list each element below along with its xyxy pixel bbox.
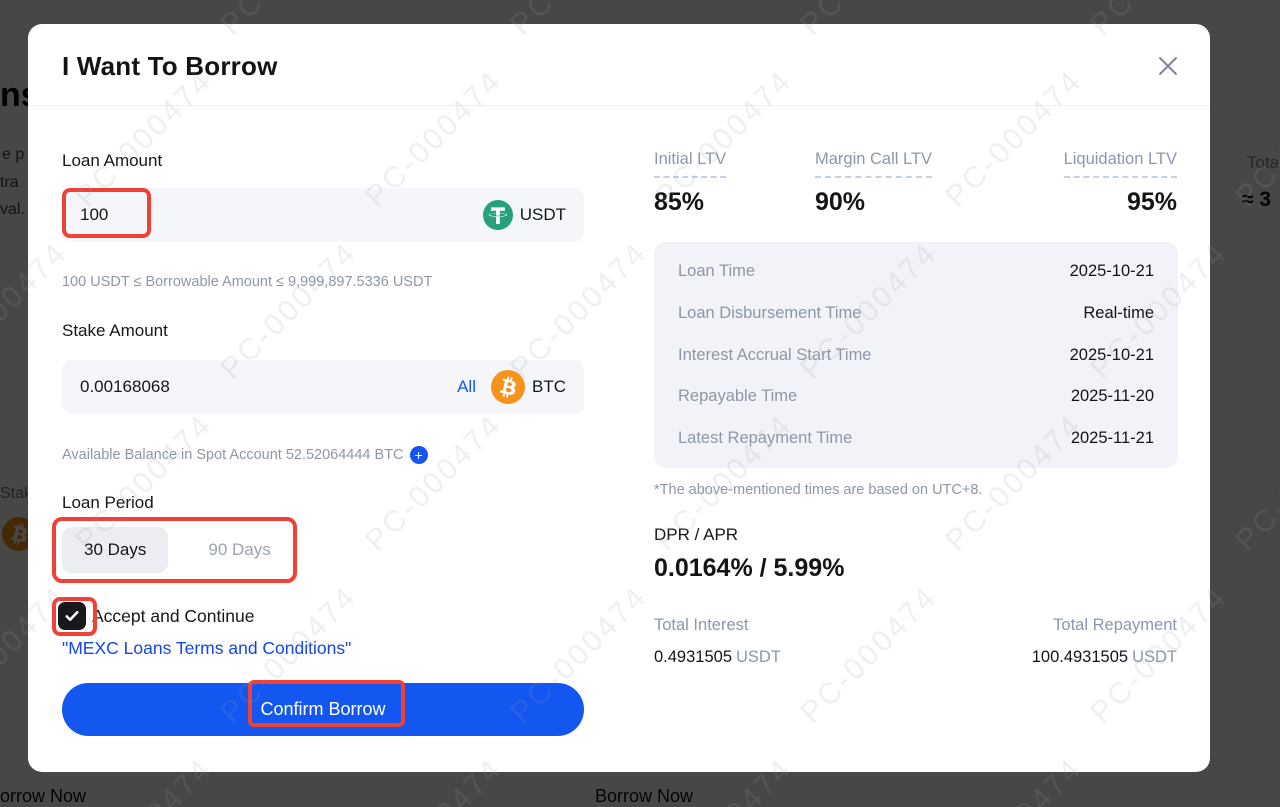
accept-and-continue-label: Accept and Continue: [92, 606, 255, 626]
margin-call-ltv-label: Margin Call LTV: [815, 150, 933, 178]
period-option-30-days[interactable]: 30 Days: [62, 527, 169, 573]
schedule-row-latest-repayment: Latest Repayment Time 2025-11-21: [678, 429, 1154, 448]
margin-call-ltv-value: 90%: [815, 188, 866, 216]
loan-amount-field[interactable]: 100 USDT: [62, 188, 584, 242]
total-repayment-block: Total Repayment 100.4931505 USDT: [654, 616, 1177, 667]
schedule-row-repayable-time: Repayable Time 2025-11-20: [678, 387, 1154, 406]
liquidation-ltv-label: Liquidation LTV: [1063, 150, 1177, 178]
total-repayment-number: 100.4931505: [1031, 648, 1129, 666]
initial-ltv-value: 85%: [654, 188, 705, 216]
loan-amount-currency-selector[interactable]: USDT: [482, 200, 566, 230]
total-repayment-value: 100.4931505 USDT: [654, 648, 1177, 667]
confirm-borrow-button[interactable]: Confirm Borrow: [62, 683, 584, 736]
schedule-value: 2025-10-21: [1069, 345, 1154, 364]
stake-amount-label: Stake Amount: [62, 321, 168, 340]
borrowable-range-helper: 100 USDT ≤ Borrowable Amount ≤ 9,999,897…: [62, 274, 433, 290]
schedule-value: Real-time: [1083, 303, 1154, 322]
bitcoin-icon: [491, 370, 525, 404]
total-interest-label: Total Interest: [654, 616, 749, 634]
liquidation-ltv-value: 95%: [1126, 188, 1177, 216]
total-interest-unit: USDT: [736, 648, 781, 666]
close-icon[interactable]: [1154, 53, 1182, 81]
total-interest-value: 0.4931505 USDT: [654, 648, 781, 667]
schedule-value: 2025-11-21: [1070, 429, 1154, 447]
dpr-apr-value: 0.0164% / 5.99%: [654, 554, 845, 582]
loan-period-label: Loan Period: [62, 493, 154, 512]
loan-schedule-panel: Loan Time 2025-10-21 Loan Disbursement T…: [654, 242, 1178, 468]
modal-title: I Want To Borrow: [62, 51, 278, 81]
schedule-label: Interest Accrual Start Time: [678, 345, 872, 364]
total-repayment-unit: USDT: [1132, 648, 1177, 666]
schedule-label: Loan Time: [678, 262, 756, 280]
schedule-row-interest-accrual: Interest Accrual Start Time 2025-10-21: [678, 346, 1154, 365]
loan-amount-label: Loan Amount: [62, 151, 163, 170]
header-divider: [28, 105, 1210, 106]
initial-ltv-label: Initial LTV: [654, 150, 727, 178]
all-max-button[interactable]: All: [457, 377, 476, 396]
schedule-row-disbursement-time: Loan Disbursement Time Real-time: [678, 304, 1154, 323]
borrow-modal: I Want To Borrow Loan Amount 100 USDT 10…: [28, 24, 1210, 772]
schedule-row-loan-time: Loan Time 2025-10-21: [678, 262, 1154, 281]
period-option-90-days[interactable]: 90 Days: [208, 540, 271, 559]
utc-note: *The above-mentioned times are based on …: [654, 482, 983, 498]
schedule-label: Loan Disbursement Time: [678, 303, 862, 322]
total-interest-number: 0.4931505: [654, 648, 732, 666]
total-repayment-label: Total Repayment: [1053, 616, 1177, 634]
margin-call-ltv-block: Margin Call LTV 90%: [815, 150, 933, 217]
schedule-value: 2025-11-20: [1070, 387, 1154, 406]
dpr-apr-label: DPR / APR: [654, 525, 739, 544]
terms-and-conditions-link[interactable]: "MEXC Loans Terms and Conditions": [62, 638, 352, 658]
stake-amount-field[interactable]: 0.00168068 All BTC: [62, 360, 584, 414]
available-balance-helper: Available Balance in Spot Account 52.520…: [62, 446, 428, 464]
stake-amount-value[interactable]: 0.00168068: [80, 377, 170, 396]
tether-icon: [482, 200, 513, 230]
loan-currency-label: USDT: [519, 205, 566, 224]
accept-checkbox[interactable]: [58, 602, 86, 630]
deposit-plus-icon[interactable]: +: [409, 446, 428, 464]
loan-amount-value[interactable]: 100: [80, 205, 109, 224]
initial-ltv-block: Initial LTV 85%: [654, 150, 727, 217]
loan-period-selector: 30 Days 90 Days: [62, 527, 293, 573]
total-interest-block: Total Interest 0.4931505 USDT: [654, 616, 781, 667]
schedule-value: 2025-10-21: [1069, 262, 1154, 280]
schedule-label: Repayable Time: [678, 387, 798, 406]
stake-currency-label: BTC: [532, 377, 566, 396]
liquidation-ltv-block: Liquidation LTV 95%: [654, 150, 1177, 217]
schedule-label: Latest Repayment Time: [678, 429, 853, 447]
available-balance-text: Available Balance in Spot Account 52.520…: [62, 447, 404, 463]
